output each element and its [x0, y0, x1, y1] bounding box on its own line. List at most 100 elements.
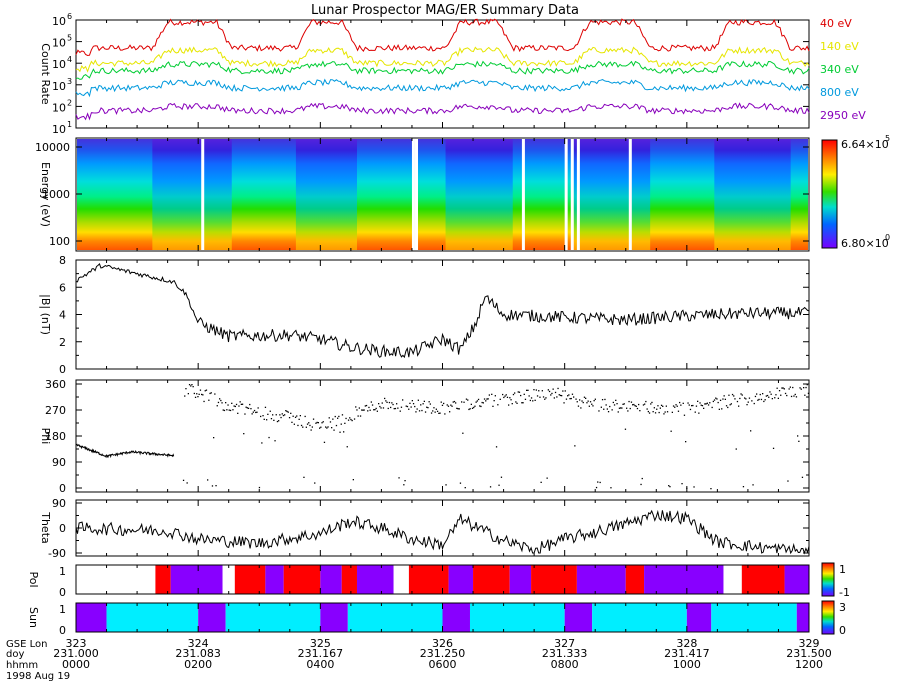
legend-140-eV: 140 eV	[820, 40, 859, 53]
phi-point	[731, 393, 734, 396]
phi-point	[700, 404, 702, 406]
date-label: 1998 Aug 19	[6, 671, 70, 682]
phi-point	[205, 389, 208, 391]
phi-point	[347, 419, 350, 421]
x-row-label: GSE Lon	[6, 639, 47, 650]
phi-point	[343, 431, 345, 433]
phi-point	[569, 398, 571, 400]
phi-point	[547, 389, 549, 391]
phi-point	[777, 397, 779, 399]
phi-point	[727, 406, 729, 409]
phi-tick-label: 0	[59, 482, 66, 495]
phi-point	[428, 401, 430, 403]
phi-point	[654, 412, 657, 414]
phi-point	[730, 403, 732, 405]
count-rate-tick-label: 10	[52, 15, 66, 28]
phi-point	[495, 446, 498, 448]
phi-point	[793, 395, 795, 397]
phi-point	[267, 413, 269, 415]
phi-point	[238, 405, 240, 407]
phi-point	[753, 402, 755, 405]
phi-point	[326, 427, 328, 429]
phi-point	[487, 398, 489, 400]
phi-point	[338, 415, 340, 418]
phi-point	[450, 404, 452, 406]
phi-point	[322, 421, 324, 423]
sun-segment	[711, 603, 797, 632]
phi-point	[609, 405, 611, 408]
theta-tick-label: -90	[48, 547, 66, 560]
phi-point	[275, 414, 277, 416]
phi-point	[721, 408, 723, 410]
phi-point	[736, 400, 739, 403]
phi-point	[489, 486, 492, 488]
count-rate-tick-label: 10	[52, 37, 66, 50]
phi-point	[598, 410, 600, 412]
phi-point	[589, 401, 592, 403]
phi-point	[294, 416, 297, 418]
phi-point	[210, 392, 212, 394]
colorbar-max-label: 6.64×10	[841, 138, 889, 151]
phi-point	[575, 398, 577, 400]
phi-point	[752, 484, 754, 486]
phi-point	[286, 410, 288, 413]
phi-point	[253, 409, 256, 412]
phi-point	[376, 410, 378, 412]
phi-point	[185, 388, 187, 390]
phi-point	[424, 411, 427, 413]
phi-point	[582, 401, 584, 404]
phi-point	[639, 410, 641, 412]
phi-point	[651, 401, 653, 404]
phi-point	[776, 387, 778, 389]
phi-point	[758, 398, 760, 401]
phi-point	[520, 394, 522, 397]
sun-colorbar-label: 3	[839, 601, 846, 614]
count-rate-tick-exp: 3	[67, 77, 72, 86]
pol-segment	[531, 565, 577, 594]
phi-point	[329, 421, 332, 423]
phi-point	[456, 407, 458, 409]
phi-point	[297, 424, 299, 427]
phi-point	[605, 404, 607, 406]
phi-point	[438, 412, 440, 414]
phi-point	[707, 404, 710, 406]
phi-point	[479, 405, 481, 407]
phi-point	[467, 399, 469, 401]
phi-point	[794, 393, 796, 396]
b-tick-label: 0	[59, 363, 66, 376]
phi-point	[705, 403, 707, 405]
phi-point	[786, 394, 788, 397]
x-tick-label: 231.500	[786, 647, 832, 660]
phi-point	[746, 404, 748, 406]
phi-point	[687, 402, 689, 404]
phi-point	[548, 390, 551, 393]
x-tick-label: 231.167	[298, 647, 344, 660]
phi-point	[463, 401, 465, 403]
phi-point	[804, 394, 806, 396]
phi-point	[626, 407, 628, 409]
phi-point	[805, 386, 807, 389]
pol-segment	[76, 565, 156, 594]
x-tick-label: 329	[799, 637, 820, 650]
phi-point	[220, 399, 222, 402]
phi-point	[411, 400, 413, 402]
phi-point	[302, 426, 304, 428]
phi-point	[475, 401, 477, 403]
phi-point	[433, 407, 435, 409]
phi-point	[754, 395, 757, 398]
phi-point	[660, 404, 663, 406]
phi-point	[477, 398, 480, 401]
x-tick-label: 328	[676, 637, 697, 650]
phi-point	[252, 411, 254, 413]
phi-point	[416, 408, 418, 410]
phi-point	[600, 406, 602, 408]
phi-point	[615, 399, 617, 401]
phi-point	[783, 388, 785, 390]
phi-point	[440, 401, 442, 403]
phi-point	[579, 399, 581, 401]
theta-line	[75, 509, 810, 555]
phi-point	[468, 408, 470, 411]
phi-point	[511, 403, 513, 405]
phi-point	[249, 403, 251, 406]
phi-point	[536, 395, 539, 397]
